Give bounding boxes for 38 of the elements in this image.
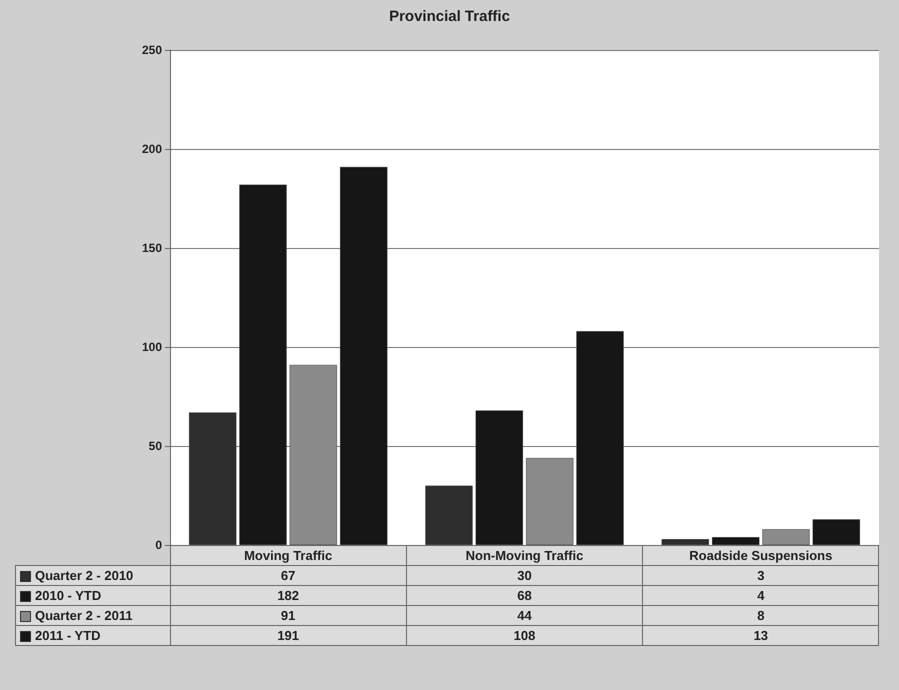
bar <box>662 539 710 545</box>
data-label: 30 <box>406 566 643 586</box>
bar <box>188 412 236 545</box>
x-tick-label: Roadside Suspensions <box>642 546 879 566</box>
bar <box>762 529 810 545</box>
data-label: 67 <box>170 566 406 586</box>
y-tick-label: 100 <box>142 340 162 354</box>
bar <box>290 364 338 545</box>
y-tick-label: 50 <box>148 439 162 453</box>
data-label: 91 <box>170 606 406 626</box>
x-tick-label: Moving Traffic <box>170 546 406 566</box>
data-label: 182 <box>170 586 406 606</box>
bar <box>239 184 287 545</box>
bar <box>340 166 388 545</box>
bar <box>712 537 760 545</box>
legend-label: 2010 - YTD <box>16 586 170 606</box>
chart-title: Provincial Traffic <box>389 8 510 25</box>
bar <box>476 410 524 545</box>
data-label: 108 <box>406 626 643 646</box>
y-tick-label: 250 <box>142 43 162 57</box>
data-label: 68 <box>406 586 643 606</box>
bar <box>576 331 624 545</box>
bar <box>812 519 860 545</box>
x-tick-label: Non-Moving Traffic <box>406 546 643 566</box>
data-label: 4 <box>642 586 879 606</box>
legend-label: 2011 - YTD <box>16 626 170 646</box>
data-label: 13 <box>642 626 879 646</box>
data-label: 3 <box>642 566 879 586</box>
y-tick-label: 0 <box>155 538 162 552</box>
data-label: 44 <box>406 606 643 626</box>
data-label: 8 <box>642 606 879 626</box>
bar <box>425 486 473 545</box>
legend-label: Quarter 2 - 2010 <box>16 566 170 586</box>
y-tick-label: 200 <box>142 142 162 156</box>
legend-label: Quarter 2 - 2011 <box>16 606 170 626</box>
y-tick-label: 150 <box>142 241 162 255</box>
bar <box>526 458 574 545</box>
data-label: 191 <box>170 626 406 646</box>
